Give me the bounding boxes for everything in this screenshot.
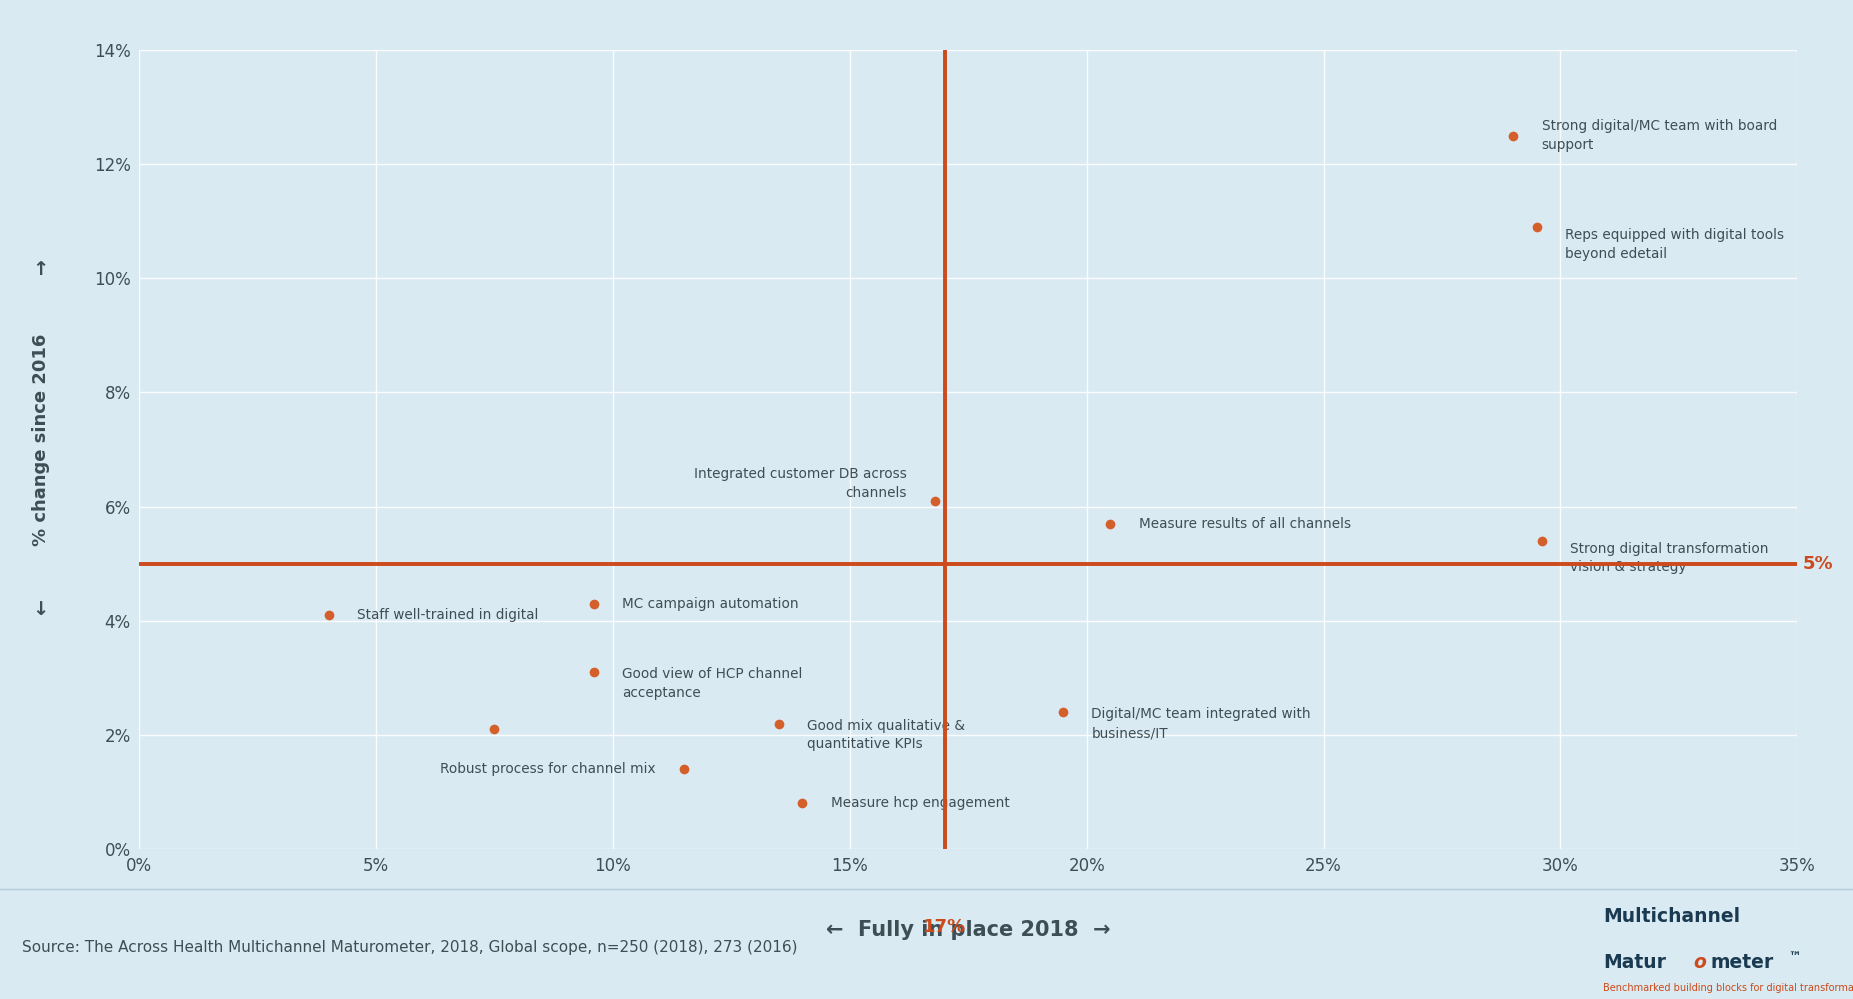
Text: 5%: 5% [1803,554,1833,572]
Text: Integrated customer DB across
channels: Integrated customer DB across channels [693,468,906,500]
Text: Source: The Across Health Multichannel Maturometer, 2018, Global scope, n=250 (2: Source: The Across Health Multichannel M… [22,940,799,955]
Text: Strong digital/MC team with board
support: Strong digital/MC team with board suppor… [1542,119,1777,152]
Text: Strong digital transformation
vision & strategy: Strong digital transformation vision & s… [1569,541,1768,574]
Text: Robust process for channel mix: Robust process for channel mix [439,762,656,776]
Text: Staff well-trained in digital: Staff well-trained in digital [358,608,539,622]
Text: ↑: ↑ [33,260,48,280]
Text: % change since 2016: % change since 2016 [32,334,50,545]
Text: Matur: Matur [1603,953,1666,972]
Text: Good mix qualitative &
quantitative KPIs: Good mix qualitative & quantitative KPIs [808,718,965,751]
Text: MC campaign automation: MC campaign automation [623,596,799,610]
Text: Multichannel: Multichannel [1603,907,1740,926]
Text: Benchmarked building blocks for digital transformation: Benchmarked building blocks for digital … [1603,982,1853,993]
Text: ↓: ↓ [33,599,48,619]
Text: Digital/MC team integrated with
business/IT: Digital/MC team integrated with business… [1091,707,1312,740]
X-axis label: ←  Fully in place 2018  →: ← Fully in place 2018 → [826,920,1110,940]
Text: ™: ™ [1788,951,1801,964]
Text: meter: meter [1710,953,1773,972]
Text: Measure results of all channels: Measure results of all channels [1140,516,1351,530]
Text: Measure hcp engagement: Measure hcp engagement [830,796,1010,810]
Text: Reps equipped with digital tools
beyond edetail: Reps equipped with digital tools beyond … [1566,228,1784,261]
Text: 17%: 17% [923,918,965,936]
Text: Good view of HCP channel
acceptance: Good view of HCP channel acceptance [623,667,802,700]
Text: o: o [1694,953,1707,972]
